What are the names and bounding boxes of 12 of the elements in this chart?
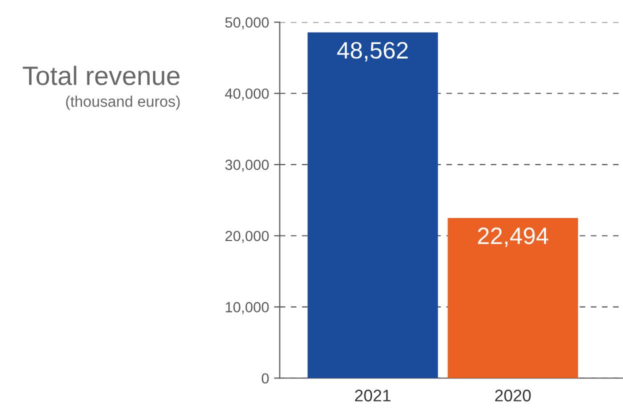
y-tick-label: 40,000: [225, 88, 269, 101]
y-tick-label: 0: [262, 373, 269, 384]
data-label: 48,562: [337, 42, 408, 62]
y-tick-label: 10,000: [226, 302, 269, 314]
x-tick-label: 2020: [495, 390, 531, 402]
text: Total revenue: [22, 66, 180, 86]
y-tick-label: 20,000: [225, 230, 269, 243]
y-tick-label: 30,000: [225, 160, 269, 172]
x-tick-label: 2021: [355, 390, 390, 402]
text: (thousand euros): [66, 96, 180, 110]
y-tick-label: 50,000: [225, 17, 269, 30]
data-label: 22,494: [478, 228, 548, 248]
